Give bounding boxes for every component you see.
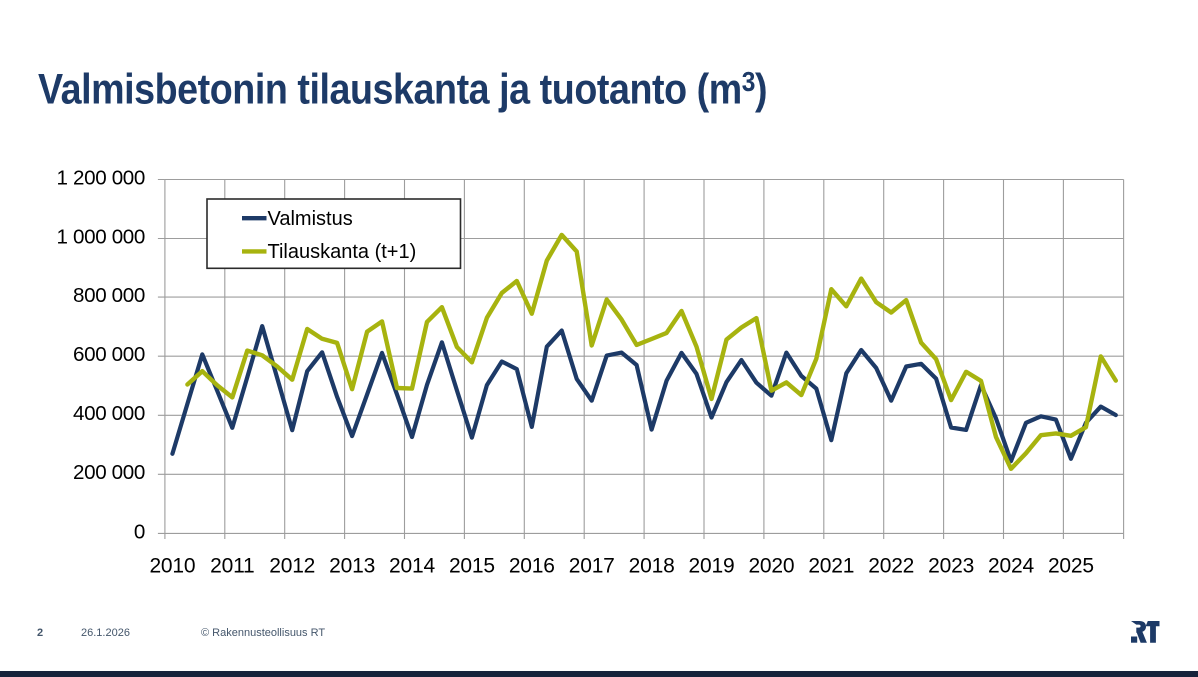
svg-text:2024: 2024	[988, 554, 1034, 577]
svg-text:Tilauskanta (t+1): Tilauskanta (t+1)	[268, 241, 417, 263]
svg-text:2016: 2016	[509, 554, 555, 577]
svg-text:2022: 2022	[868, 554, 914, 577]
svg-text:2018: 2018	[629, 554, 675, 577]
svg-text:400 000: 400 000	[73, 402, 145, 425]
svg-text:2011: 2011	[210, 554, 254, 577]
svg-text:2015: 2015	[449, 554, 495, 577]
svg-text:800 000: 800 000	[73, 284, 145, 307]
svg-text:2023: 2023	[928, 554, 974, 577]
svg-text:2014: 2014	[389, 554, 435, 577]
svg-text:2025: 2025	[1048, 554, 1094, 577]
svg-text:0: 0	[134, 520, 145, 543]
svg-text:2020: 2020	[748, 554, 794, 577]
svg-text:2021: 2021	[808, 554, 854, 577]
svg-text:1 200 000: 1 200 000	[57, 166, 145, 189]
svg-text:200 000: 200 000	[73, 461, 145, 484]
svg-text:2017: 2017	[569, 554, 615, 577]
svg-text:2019: 2019	[689, 554, 735, 577]
svg-text:2013: 2013	[329, 554, 375, 577]
svg-text:Valmistus: Valmistus	[268, 208, 353, 230]
svg-text:1 000 000: 1 000 000	[57, 225, 145, 248]
svg-text:600 000: 600 000	[73, 343, 145, 366]
svg-text:2010: 2010	[149, 554, 195, 577]
svg-text:2012: 2012	[269, 554, 315, 577]
